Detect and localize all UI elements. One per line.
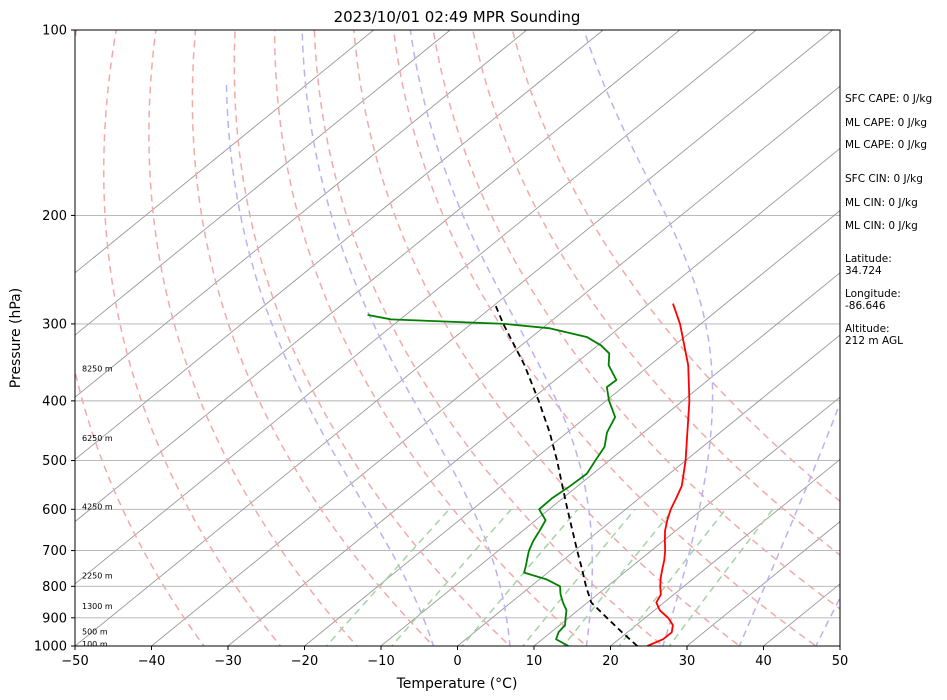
sounding-profiles [367, 303, 691, 646]
y-tick-label: 900 [42, 611, 67, 626]
height-annotations: 100 m 500 m 1300 m 2250 m 4250 m 6250 m 8250 m [82, 364, 113, 649]
height-label: 8250 m [82, 364, 113, 373]
x-tick-label: 0 [453, 654, 461, 669]
y-tick-label: 1000 [34, 640, 67, 655]
height-label: 500 m [82, 628, 108, 637]
sfc-cin-text: SFC CIN: 0 J/kg [845, 173, 923, 185]
mixing-ratio-line [618, 508, 727, 646]
isotherm-line [75, 30, 451, 336]
mixing-ratio-line [461, 508, 579, 646]
x-tick-label: −40 [138, 654, 165, 669]
moist-adiabat [409, 30, 594, 646]
x-axis-title: Temperature (°C) [396, 676, 518, 692]
height-label: 100 m [82, 640, 108, 649]
height-label: 2250 m [82, 571, 113, 580]
y-tick-label: 200 [42, 209, 67, 224]
mixing-ratio-line [390, 508, 512, 646]
dry-adiabat [103, 30, 282, 646]
sfc-cape-text: SFC CAPE: 0 J/kg [845, 93, 932, 105]
isotherm-line [533, 396, 840, 646]
isotherm-line [380, 272, 840, 646]
latitude-value: 34.724 [845, 265, 882, 277]
y-tick-label: 700 [42, 544, 67, 559]
x-tick-label: 40 [755, 654, 772, 669]
isotherm-line [75, 30, 680, 523]
x-tick-label: 20 [602, 654, 619, 669]
moist-adiabat [225, 83, 435, 646]
y-tick-label: 400 [42, 394, 67, 409]
dry-adiabat [511, 30, 840, 503]
y-tick-label: 300 [42, 317, 67, 332]
longitude-value: -86.646 [845, 300, 886, 312]
profile-line-0 [646, 303, 691, 646]
height-label: 6250 m [82, 434, 113, 443]
plot-frame [74, 29, 841, 647]
isotherm-lines [75, 30, 840, 646]
moist-adiabat-lines [225, 30, 840, 646]
moist-adiabat [738, 401, 840, 646]
x-tick-label: −30 [214, 654, 241, 669]
longitude-label: Longitude: [845, 288, 901, 300]
y-tick-label: 600 [42, 503, 67, 518]
x-axis: −50 −40 −30 −20 −10 0 10 20 30 40 50 [61, 646, 848, 669]
x-tick-label: 30 [679, 654, 696, 669]
y-axis-title: Pressure (hPa) [8, 288, 24, 388]
ml-cin-text: ML CIN: 0 J/kg [845, 197, 918, 209]
dry-adiabat [353, 30, 741, 646]
isotherm-line [686, 521, 840, 646]
moist-adiabat [815, 596, 840, 646]
dry-adiabat [191, 30, 435, 646]
plot-area: 100 m 500 m 1300 m 2250 m 4250 m 6250 m 8250 m [75, 30, 840, 649]
ml-cape-text-2: ML CAPE: 0 J/kg [845, 139, 927, 151]
isotherm-line [75, 30, 604, 460]
isotherm-line [151, 85, 840, 646]
isotherm-line [610, 458, 840, 646]
y-axis: 100 200 300 400 500 600 700 800 900 1000 [34, 24, 75, 655]
isotherm-line [227, 147, 840, 646]
profile-line-2 [493, 303, 638, 646]
isotherm-line [75, 30, 374, 274]
dry-adiabat [392, 30, 818, 646]
x-tick-label: −50 [61, 654, 88, 669]
dry-adiabat [313, 30, 665, 646]
dry-adiabat [75, 30, 205, 646]
mixing-ratio-line [325, 508, 450, 646]
mixing-ratio-line [521, 508, 636, 646]
ml-cape-text: ML CAPE: 0 J/kg [845, 117, 927, 129]
dry-adiabat [148, 30, 358, 646]
x-tick-label: 10 [526, 654, 543, 669]
x-tick-label: −10 [367, 654, 394, 669]
isotherm-line [457, 334, 840, 646]
mixing-ratio-lines [325, 508, 774, 646]
dry-adiabat [472, 30, 840, 556]
x-tick-label: 50 [832, 654, 849, 669]
height-label: 1300 m [82, 602, 113, 611]
dry-adiabat-lines [75, 30, 840, 646]
dry-adiabat [273, 30, 588, 646]
isotherm-line [75, 30, 527, 398]
moist-adiabat [583, 30, 714, 646]
y-tick-label: 100 [42, 24, 67, 39]
altitude-value: 212 m AGL [845, 335, 903, 347]
altitude-label: Altitude: [845, 323, 890, 335]
mixing-ratio-line [562, 508, 674, 646]
chart-title: 2023/10/01 02:49 MPR Sounding [334, 8, 581, 26]
mixing-ratio-line [668, 508, 774, 646]
y-tick-label: 800 [42, 580, 67, 595]
profile-line-1 [367, 313, 618, 646]
height-label: 4250 m [82, 502, 113, 511]
y-tick-label: 500 [42, 454, 67, 469]
x-tick-label: −20 [291, 654, 318, 669]
ml-cin-text-2: ML CIN: 0 J/kg [845, 220, 918, 232]
isobar-grid [75, 30, 840, 646]
dry-adiabat [432, 30, 840, 610]
sounding-parameters-panel: SFC CAPE: 0 J/kg ML CAPE: 0 J/kg ML CAPE… [845, 93, 932, 347]
dry-adiabat [233, 30, 512, 646]
latitude-label: Latitude: [845, 253, 892, 265]
isotherm-line [75, 30, 757, 585]
moist-adiabat [301, 30, 511, 646]
